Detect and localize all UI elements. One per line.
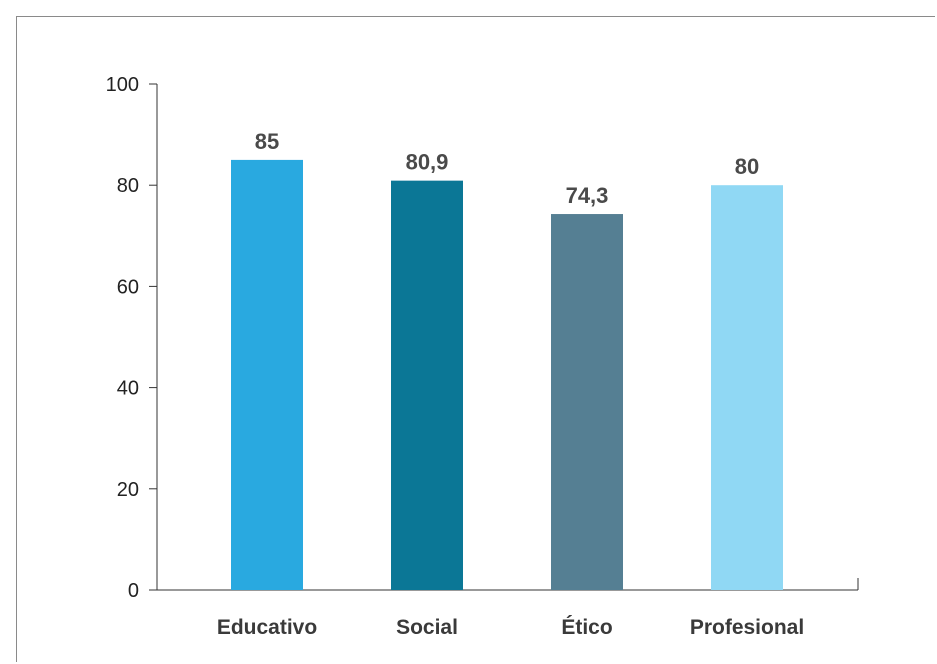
y-tick-label: 80 [117, 175, 139, 197]
chart-frame [16, 16, 935, 662]
bar [551, 214, 623, 591]
data-label: 74,3 [566, 183, 609, 208]
x-category-label: Profesional [690, 616, 804, 639]
y-tick-label: 0 [128, 580, 139, 602]
y-tick-label: 40 [117, 378, 139, 400]
bar [391, 180, 463, 590]
x-category-label: Educativo [217, 616, 317, 639]
data-label: 80,9 [406, 150, 449, 175]
bar [231, 159, 303, 590]
data-labels: 85 80,9 74,3 80 [255, 129, 759, 208]
x-category-label: Social [396, 616, 458, 639]
data-label: 85 [255, 129, 279, 154]
y-tick-label: 60 [117, 276, 139, 298]
x-axis-labels: Educativo Social Ético Profesional [217, 616, 804, 639]
bar [711, 185, 783, 590]
y-axis-ticks: 0 20 40 60 80 100 [106, 74, 157, 602]
x-category-label: Ético [561, 616, 612, 639]
y-tick-label: 100 [106, 74, 139, 96]
y-tick-label: 20 [117, 479, 139, 501]
data-label: 80 [735, 154, 759, 179]
bars [231, 159, 783, 591]
